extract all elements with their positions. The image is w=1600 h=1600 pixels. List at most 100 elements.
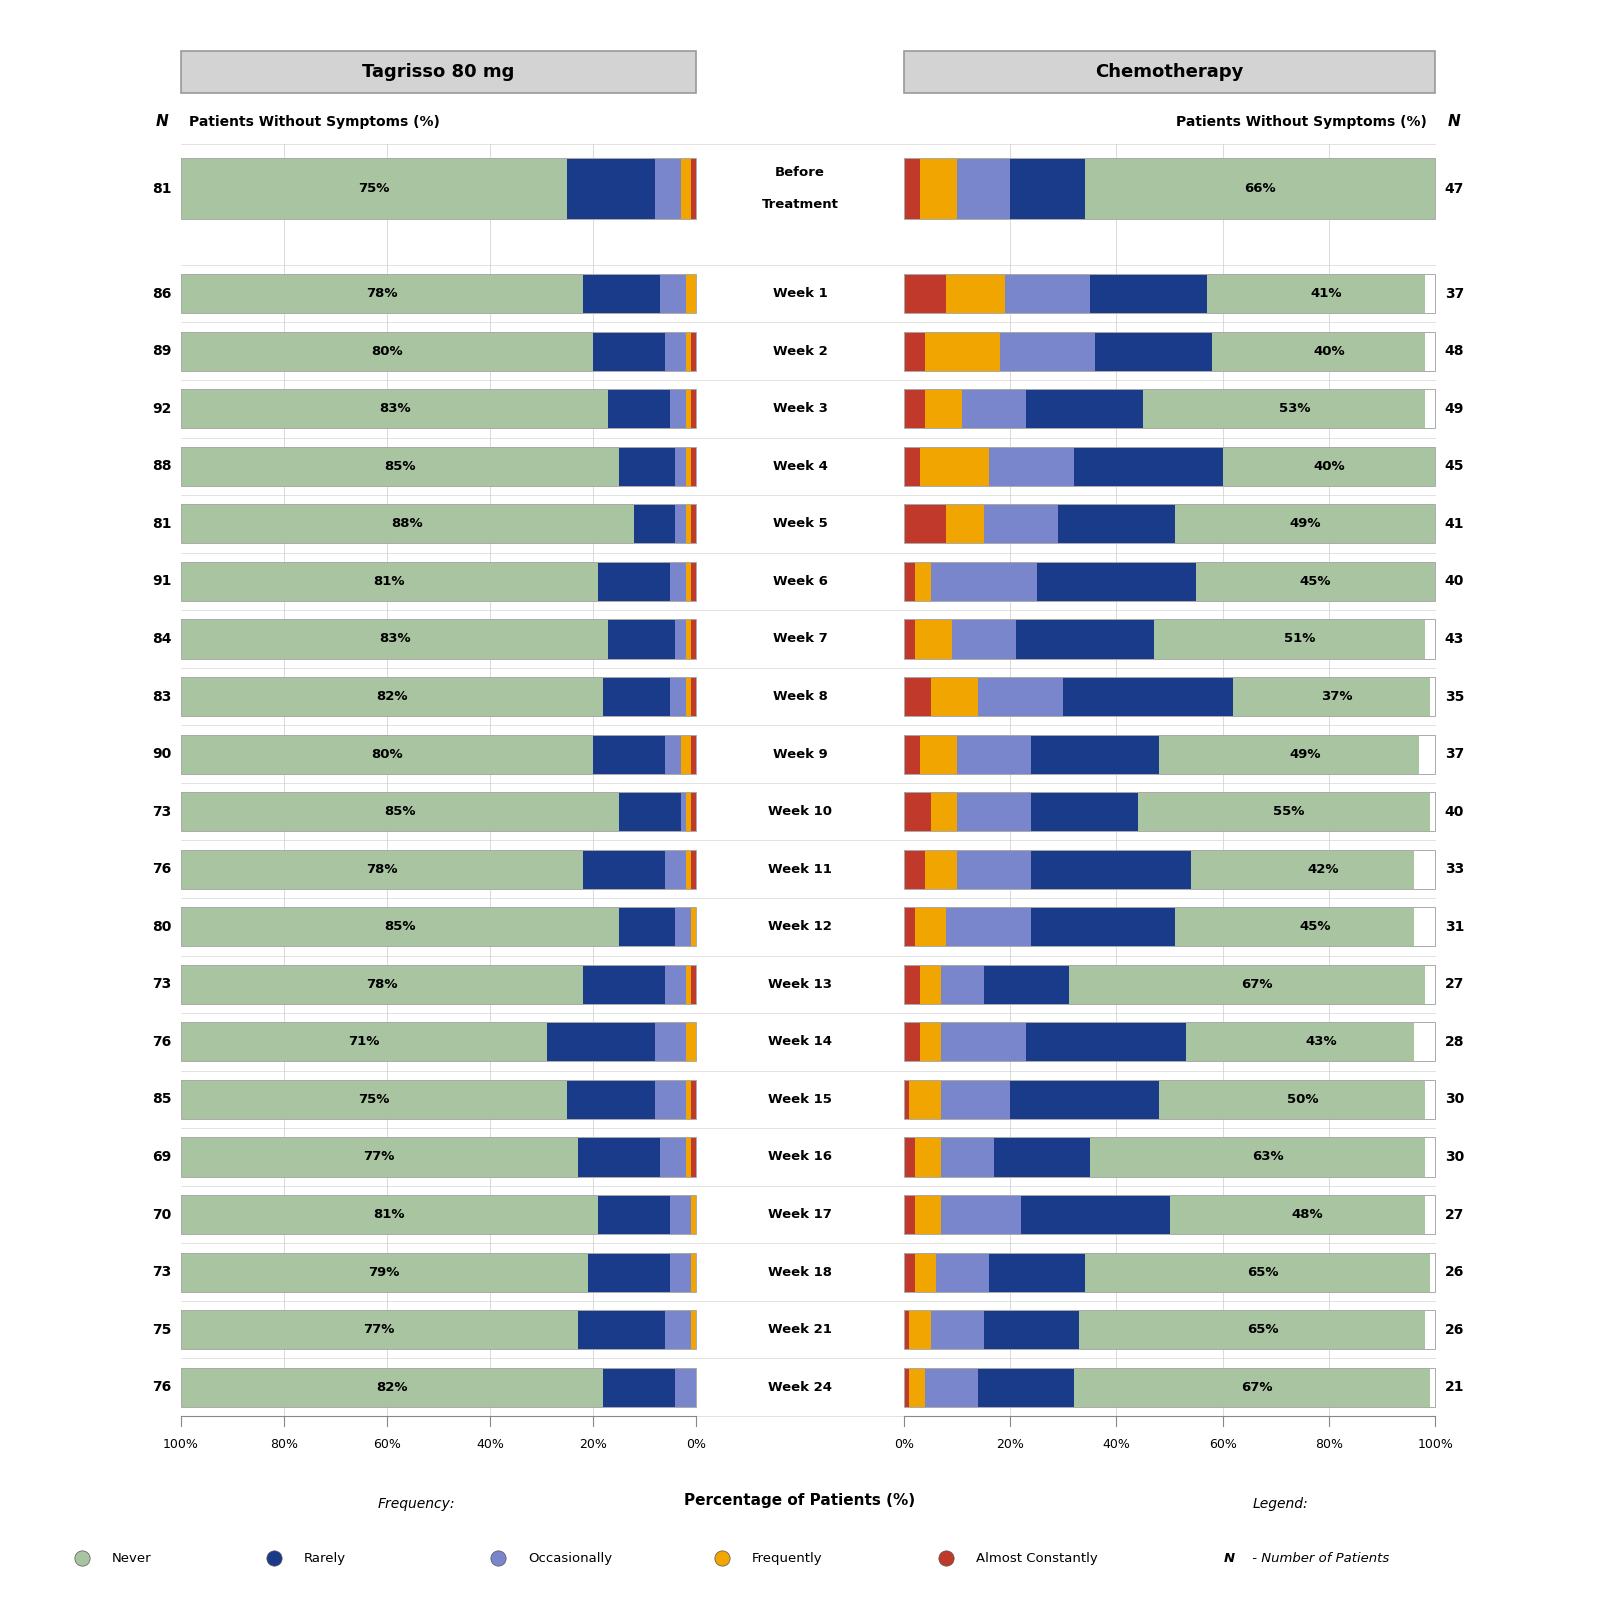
Text: 91: 91 (152, 574, 171, 589)
Bar (608, 389, 670, 429)
Bar (947, 907, 1032, 946)
Bar (181, 1368, 696, 1406)
Bar (1090, 1138, 1424, 1176)
Bar (686, 677, 691, 717)
Bar (904, 504, 1435, 544)
Bar (904, 1195, 915, 1234)
Text: Week 5: Week 5 (773, 517, 827, 530)
Bar (181, 562, 696, 602)
Text: 37: 37 (1445, 747, 1464, 762)
Bar (904, 850, 925, 888)
Bar (925, 850, 957, 888)
Text: 76: 76 (152, 862, 171, 877)
Bar (654, 1080, 686, 1118)
Text: 73: 73 (152, 805, 171, 819)
Bar (691, 907, 696, 946)
Bar (582, 274, 659, 314)
Text: Week 18: Week 18 (768, 1266, 832, 1278)
Bar (181, 792, 696, 832)
Text: 85%: 85% (384, 920, 416, 933)
Bar (931, 792, 957, 832)
Bar (904, 562, 1435, 602)
Text: Week 10: Week 10 (768, 805, 832, 818)
Bar (904, 1368, 1435, 1406)
Text: 85%: 85% (384, 459, 416, 472)
Bar (181, 51, 696, 93)
Bar (904, 331, 1435, 371)
Bar (984, 965, 1069, 1003)
Bar (1074, 1368, 1430, 1406)
Bar (181, 1310, 696, 1349)
Text: Tagrisso 80 mg: Tagrisso 80 mg (362, 62, 515, 82)
Text: 92: 92 (152, 402, 171, 416)
Text: 48%: 48% (1291, 1208, 1323, 1221)
Text: 40%: 40% (1314, 344, 1344, 358)
Bar (1032, 734, 1158, 774)
Text: 82%: 82% (376, 690, 408, 702)
Bar (1010, 158, 1085, 219)
Text: 75: 75 (152, 1323, 171, 1336)
Bar (582, 850, 666, 888)
Bar (904, 1253, 1435, 1291)
Text: Before: Before (774, 166, 826, 179)
Bar (181, 504, 696, 544)
Bar (1170, 1195, 1424, 1234)
Bar (181, 677, 696, 717)
Bar (181, 1310, 578, 1349)
Bar (181, 792, 619, 832)
Bar (947, 504, 984, 544)
Bar (686, 965, 691, 1003)
Text: 41%: 41% (1310, 286, 1342, 301)
Bar (181, 1368, 603, 1406)
Bar (920, 158, 957, 219)
Bar (181, 677, 603, 717)
Text: 45: 45 (1445, 459, 1464, 474)
Text: Week 8: Week 8 (773, 690, 827, 702)
Text: 69: 69 (152, 1150, 171, 1163)
Text: 81: 81 (152, 517, 171, 531)
Text: 35: 35 (1445, 690, 1464, 704)
Text: Week 24: Week 24 (768, 1381, 832, 1394)
Bar (181, 1253, 696, 1291)
Bar (1213, 331, 1424, 371)
Bar (675, 504, 686, 544)
Text: 80%: 80% (371, 747, 403, 760)
Bar (947, 274, 1005, 314)
Bar (547, 1022, 654, 1061)
Text: 78%: 78% (366, 286, 397, 301)
Bar (1142, 389, 1424, 429)
Bar (904, 158, 1435, 219)
Text: Almost Constantly: Almost Constantly (976, 1552, 1098, 1565)
Text: 82%: 82% (376, 1381, 408, 1394)
Bar (675, 446, 686, 486)
Text: 80%: 80% (270, 1438, 298, 1451)
Text: Legend:: Legend: (1253, 1498, 1307, 1510)
Text: Week 6: Week 6 (773, 574, 827, 587)
Bar (659, 1138, 686, 1176)
Text: 27: 27 (1445, 978, 1464, 992)
Bar (634, 504, 675, 544)
Text: 30: 30 (1445, 1150, 1464, 1163)
Bar (691, 677, 696, 717)
Bar (984, 504, 1058, 544)
Bar (1096, 331, 1213, 371)
Bar (659, 274, 686, 314)
Bar (181, 446, 696, 486)
Bar (181, 734, 696, 774)
Text: 40%: 40% (475, 1438, 504, 1451)
Bar (941, 1195, 1021, 1234)
Bar (1190, 850, 1414, 888)
Bar (670, 1253, 691, 1291)
Text: 31: 31 (1445, 920, 1464, 934)
Text: Week 17: Week 17 (768, 1208, 832, 1221)
Text: 84: 84 (152, 632, 171, 646)
Bar (1074, 446, 1222, 486)
Bar (909, 1080, 941, 1118)
Bar (904, 1310, 909, 1349)
Bar (181, 274, 582, 314)
Bar (1026, 1022, 1186, 1061)
Text: 33: 33 (1445, 862, 1464, 877)
Bar (1158, 1080, 1424, 1118)
Bar (1069, 965, 1424, 1003)
Text: Chemotherapy: Chemotherapy (1096, 62, 1243, 82)
